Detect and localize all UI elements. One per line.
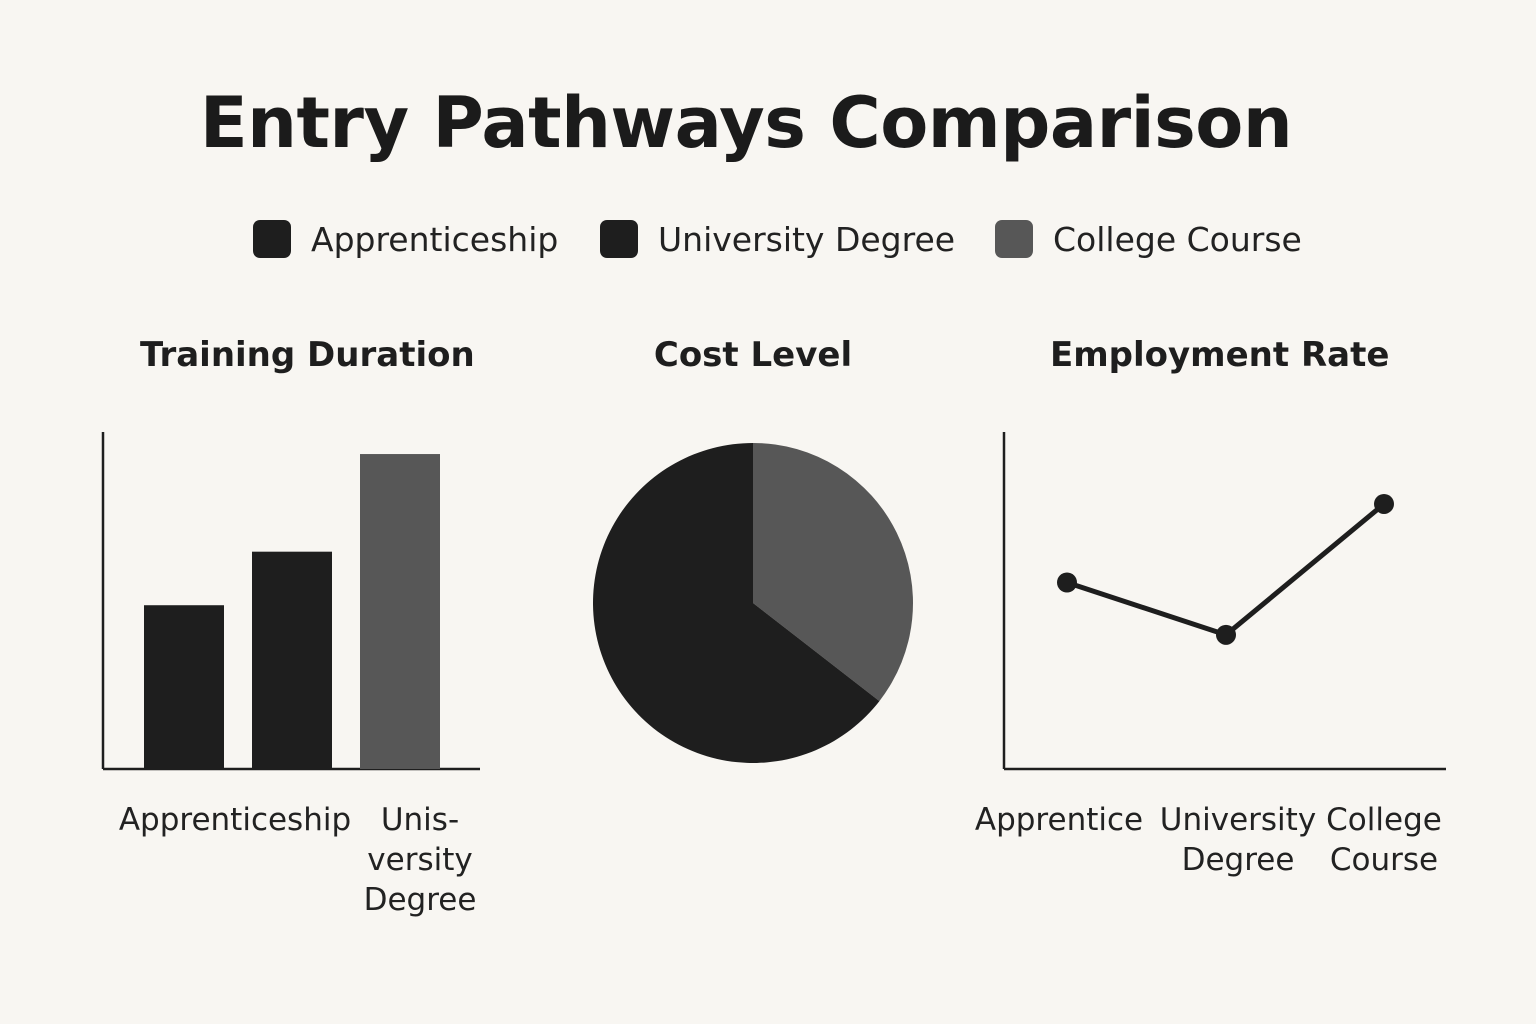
line-tick-label-2: University Degree: [1159, 802, 1317, 878]
bar-tick-label-2: Unis-versity Degree: [363, 802, 477, 918]
line-chart-title: Employment Rate: [1050, 335, 1390, 375]
line-point-3: [1374, 493, 1394, 514]
line-chart: [1002, 432, 1446, 771]
bar-tick-label-1: Apprenticeship: [118, 802, 352, 838]
pie-chart-title: Cost Level: [653, 335, 853, 375]
legend-swatch-university-degree: [600, 220, 638, 258]
legend-swatch-college-course: [995, 220, 1033, 258]
line-tick-label-3: College Course: [1326, 802, 1442, 878]
legend-swatch-apprenticeship: [253, 220, 291, 258]
legend-item-university-degree: University Degree: [600, 217, 955, 261]
pie-chart: [593, 442, 914, 763]
bar-chart: [101, 432, 480, 771]
legend-label-apprenticeship: Apprenticeship: [311, 219, 559, 259]
pie-slice-2: [593, 443, 880, 763]
bar-1: [144, 605, 224, 769]
bar-2: [252, 551, 332, 769]
line-tick-label-1: Apprentice: [974, 802, 1144, 838]
pie-slice-1: [753, 442, 914, 702]
line-point-1: [1057, 572, 1077, 593]
legend-item-college-course: College Course: [995, 217, 1302, 261]
legend-item-apprenticeship: Apprenticeship: [253, 217, 558, 261]
legend: Apprenticeship University Degree College…: [0, 217, 1536, 263]
bar-chart-title: Training Duration: [140, 335, 475, 375]
line-series: [1066, 502, 1386, 638]
line-point-2: [1216, 624, 1236, 645]
legend-label-college-course: College Course: [1053, 219, 1302, 259]
legend-label-university-degree: University Degree: [658, 219, 956, 259]
chart-title: Entry Pathways Comparison: [199, 82, 1293, 164]
bar-3: [360, 454, 440, 769]
